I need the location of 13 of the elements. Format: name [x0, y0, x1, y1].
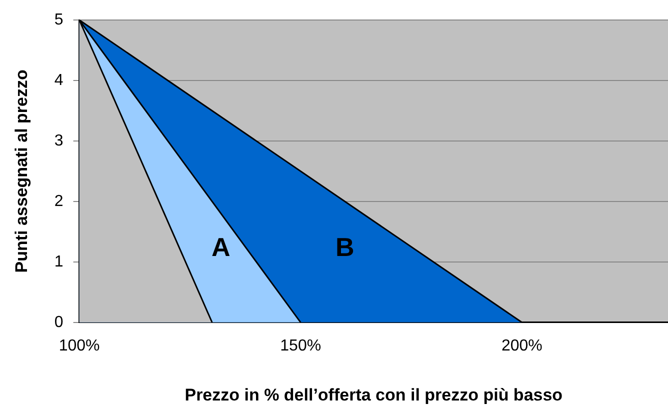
x-tick-label: 100% — [58, 337, 100, 354]
series-label: A — [212, 232, 231, 262]
y-axis-title: Punti assegnati al prezzo — [12, 70, 31, 273]
y-tick-label: 1 — [54, 253, 64, 270]
y-tick-label: 5 — [54, 11, 64, 28]
series-label: B — [335, 232, 354, 262]
y-tick-label: 4 — [54, 72, 64, 89]
y-tick-label: 0 — [54, 314, 64, 331]
y-tick-label: 2 — [54, 192, 64, 210]
x-tick-label: 200% — [501, 337, 542, 354]
x-tick-label: 150% — [280, 337, 322, 354]
y-tick-label: 3 — [54, 132, 64, 150]
x-axis-title: Prezzo in % dell’offerta con il prezzo più basso — [184, 385, 563, 404]
